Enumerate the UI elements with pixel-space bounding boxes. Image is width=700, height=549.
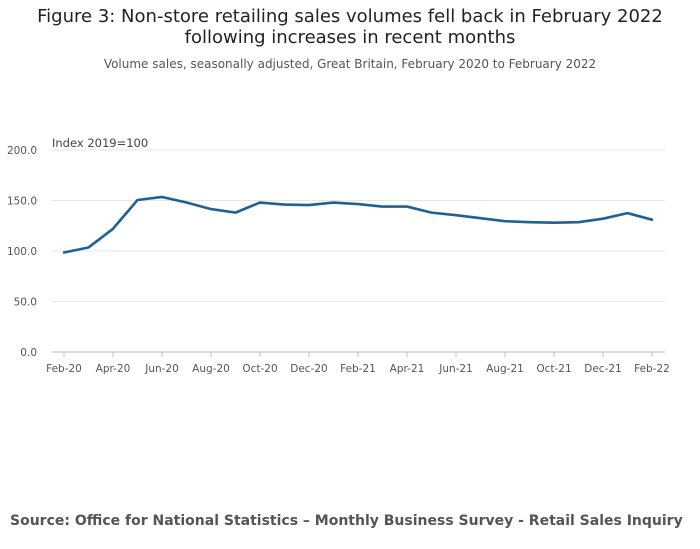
y-axis-unit-label: Index 2019=100: [52, 136, 148, 150]
x-tick-label: Feb-21: [340, 363, 376, 375]
series-line: [62, 195, 654, 254]
data-point: [283, 203, 286, 206]
data-point: [161, 196, 163, 198]
y-tick-label: 50.0: [14, 297, 37, 309]
data-point: [406, 205, 408, 208]
data-point: [381, 205, 384, 208]
data-point: [259, 201, 261, 204]
data-point: [504, 220, 506, 223]
x-tick-label: Feb-22: [634, 363, 670, 375]
data-point: [626, 212, 629, 214]
data-point: [308, 204, 310, 206]
x-tick-label: Oct-21: [536, 363, 571, 375]
data-point: [455, 214, 457, 216]
x-tick-label: Feb-20: [46, 363, 82, 375]
data-point: [332, 201, 335, 204]
data-point: [234, 211, 237, 214]
data-point: [577, 221, 580, 224]
y-tick-label: 200.0: [7, 145, 37, 157]
x-tick-label: Jun-21: [438, 363, 473, 375]
data-point: [357, 203, 359, 205]
data-point: [602, 217, 604, 220]
chart-subtitle: Volume sales, seasonally adjusted, Great…: [103, 57, 597, 71]
data-point: [528, 221, 531, 224]
x-tick-label: Aug-21: [486, 363, 524, 375]
x-tick-label: Jun-20: [144, 363, 179, 375]
y-tick-label: 0.0: [20, 347, 37, 359]
data-point: [136, 199, 139, 201]
data-point: [651, 218, 653, 221]
y-axis: 0.0 50.0 100.0 150.0 200.0: [7, 145, 37, 359]
x-tick-label: Oct-20: [242, 363, 277, 375]
data-point: [479, 217, 482, 219]
y-tick-label: 100.0: [7, 246, 37, 258]
data-point: [210, 208, 212, 210]
data-point: [112, 227, 114, 230]
data-point: [430, 211, 433, 214]
data-point: [553, 221, 555, 224]
x-tick-label: Aug-20: [192, 363, 230, 375]
series-group: [62, 195, 654, 254]
x-tick-label: Apr-20: [96, 363, 131, 375]
data-point: [87, 246, 90, 249]
y-tick-label: 150.0: [7, 196, 37, 208]
source-note: Source: Office for National Statistics –…: [10, 513, 683, 529]
x-axis: Feb-20 Apr-20 Jun-20 Aug-20 Oct-20 Dec-20 Feb-…: [46, 352, 670, 375]
x-tick-label: Dec-20: [290, 363, 327, 375]
data-point: [63, 251, 65, 254]
chart-title-line-1: Figure 3: Non-store retailing sales volu…: [37, 6, 663, 27]
gridlines: [52, 149, 665, 353]
chart-title: Figure 3: Non-store retailing sales volu…: [0, 6, 700, 48]
x-tick-label: Apr-21: [390, 363, 425, 375]
x-tick-label: Dec-21: [584, 363, 621, 375]
chart-title-line-2: following increases in recent months: [184, 27, 516, 48]
data-point: [185, 201, 188, 204]
